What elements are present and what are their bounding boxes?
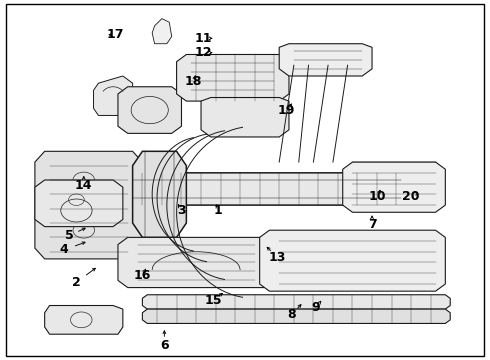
Polygon shape (260, 230, 445, 291)
Text: 12: 12 (195, 46, 212, 59)
Text: 9: 9 (312, 301, 320, 314)
Text: 3: 3 (177, 204, 186, 217)
Polygon shape (279, 44, 372, 76)
Polygon shape (176, 54, 289, 101)
Text: 14: 14 (75, 179, 93, 192)
Text: 7: 7 (368, 218, 376, 231)
Text: 20: 20 (402, 190, 420, 203)
Polygon shape (35, 180, 123, 226)
Polygon shape (343, 162, 445, 212)
Text: 6: 6 (160, 339, 169, 352)
Text: 13: 13 (268, 251, 286, 264)
Polygon shape (45, 306, 123, 334)
Polygon shape (94, 76, 133, 116)
Text: 5: 5 (65, 229, 74, 242)
Polygon shape (143, 295, 450, 309)
Text: 19: 19 (278, 104, 295, 117)
Text: 18: 18 (185, 75, 202, 88)
Text: 16: 16 (134, 269, 151, 282)
Text: 11: 11 (195, 32, 212, 45)
Text: 8: 8 (287, 308, 296, 321)
Polygon shape (123, 173, 411, 205)
Polygon shape (35, 151, 143, 259)
Text: 1: 1 (214, 204, 222, 217)
Polygon shape (143, 309, 450, 323)
Polygon shape (118, 237, 274, 288)
Polygon shape (118, 87, 181, 134)
Polygon shape (152, 19, 171, 44)
Text: 4: 4 (60, 243, 69, 256)
Text: 17: 17 (107, 28, 124, 41)
Text: 2: 2 (72, 276, 81, 289)
Polygon shape (133, 151, 186, 237)
Polygon shape (201, 98, 289, 137)
Text: 10: 10 (368, 190, 386, 203)
Text: 15: 15 (204, 294, 222, 307)
